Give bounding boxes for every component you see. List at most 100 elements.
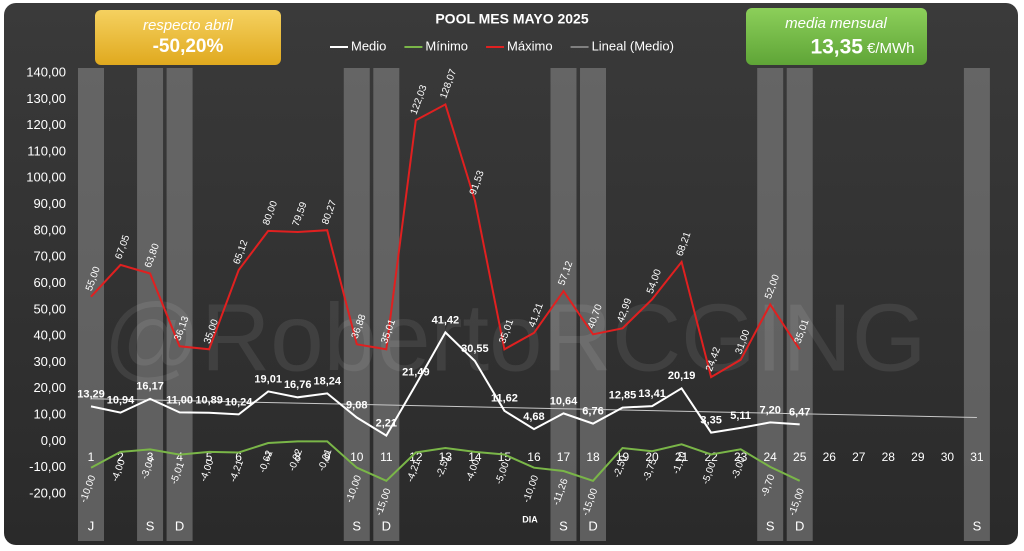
- x-tick-label: 21: [675, 450, 689, 464]
- x-tick-label: 11: [380, 450, 393, 464]
- x-tick-label: 13: [439, 450, 453, 464]
- y-tick-label: -20,00: [29, 485, 66, 500]
- data-label: 30,55: [461, 343, 489, 355]
- data-label: 3,35: [700, 414, 721, 426]
- y-tick-label: 60,00: [33, 275, 66, 290]
- series-line: [90, 102, 801, 379]
- y-tick-label: 120,00: [26, 117, 66, 132]
- x-tick-label: 19: [616, 450, 630, 464]
- legend-label: Lineal (Medio): [592, 38, 674, 53]
- data-label: 6,76: [582, 405, 603, 417]
- x-tick-label: 9: [324, 450, 331, 464]
- weekend-column: [137, 68, 164, 541]
- weekday-label: J: [88, 518, 95, 533]
- data-label: 13,41: [638, 388, 666, 400]
- x-tick-label: 27: [852, 450, 866, 464]
- y-tick-label: 80,00: [33, 222, 66, 237]
- y-tick-label: 30,00: [33, 354, 66, 369]
- x-tick-label: 4: [176, 450, 183, 464]
- weekday-label: S: [973, 518, 982, 533]
- x-tick-label: 18: [586, 450, 600, 464]
- weekend-column: [580, 68, 607, 541]
- x-tick-label: 2: [117, 450, 124, 464]
- data-label: 2,21: [376, 417, 397, 429]
- data-label: 10,94: [107, 394, 135, 406]
- y-tick-label: 0,00: [41, 433, 66, 448]
- legend-label: Máximo: [507, 38, 553, 53]
- data-label: 5,11: [730, 410, 751, 422]
- x-tick-label: 8: [294, 450, 301, 464]
- data-label: 6,47: [789, 406, 810, 418]
- y-tick-label: 130,00: [26, 91, 66, 106]
- annotation-value: -50,20%: [153, 36, 224, 57]
- y-tick-label: 110,00: [27, 143, 66, 158]
- data-label: 4,68: [523, 411, 544, 423]
- weekday-label: D: [175, 518, 184, 533]
- data-label: 12,85: [609, 389, 637, 401]
- weekend-column: [78, 68, 104, 541]
- x-tick-label: 31: [970, 450, 984, 464]
- data-label: 11,00: [166, 394, 193, 406]
- series-line: [90, 440, 801, 482]
- data-label: 11,62: [491, 393, 518, 405]
- y-tick-label: 40,00: [33, 328, 66, 343]
- x-tick-label: 3: [147, 450, 154, 464]
- x-tick-label: 17: [557, 450, 571, 464]
- x-axis-label: DIA: [522, 514, 538, 524]
- x-tick-label: 29: [911, 450, 925, 464]
- annotation-unit: €/MWh: [867, 40, 915, 57]
- weekend-column: [963, 68, 990, 541]
- x-tick-label: 30: [941, 450, 955, 464]
- x-tick-label: 10: [350, 450, 364, 464]
- x-tick-label: 25: [793, 450, 807, 464]
- series-line: [90, 330, 800, 437]
- weekend-column: [343, 68, 370, 541]
- data-label: 9,08: [346, 399, 367, 411]
- y-tick-label: 70,00: [33, 249, 66, 264]
- data-label: 10,24: [225, 396, 253, 408]
- weekday-label: D: [795, 518, 804, 533]
- x-tick-label: 12: [409, 450, 423, 464]
- trend-line: [90, 398, 977, 419]
- x-tick-label: 7: [265, 450, 272, 464]
- weekday-label: S: [766, 518, 775, 533]
- data-label: 16,76: [284, 379, 312, 391]
- weekend-column: [166, 68, 193, 541]
- x-tick-label: 14: [468, 450, 482, 464]
- data-label: 41,42: [432, 314, 460, 326]
- x-tick-label: 1: [88, 450, 95, 464]
- data-label: 10,89: [195, 395, 223, 407]
- annotation-box: [746, 8, 927, 65]
- legend-label: Mínimo: [425, 38, 468, 53]
- weekend-column: [373, 68, 400, 541]
- x-tick-label: 6: [235, 450, 242, 464]
- x-tick-label: 28: [882, 450, 896, 464]
- annotation-title: respecto abril: [143, 17, 234, 34]
- x-tick-label: 20: [645, 450, 659, 464]
- weekday-label: D: [382, 518, 391, 533]
- x-tick-label: 5: [206, 450, 213, 464]
- data-label: 16,17: [136, 381, 164, 393]
- weekend-column: [786, 68, 813, 541]
- data-label: 10,64: [550, 395, 578, 407]
- chart-title: POOL MES MAYO 2025: [435, 11, 588, 27]
- x-tick-label: 24: [764, 450, 778, 464]
- x-tick-label: 23: [734, 450, 748, 464]
- annotation-title: media mensual: [785, 15, 887, 32]
- data-label: 7,20: [759, 404, 780, 416]
- weekday-label: S: [146, 518, 155, 533]
- annotation-value: 13,35: [810, 36, 863, 59]
- y-tick-label: 50,00: [33, 301, 66, 316]
- data-label: 21,49: [402, 367, 430, 379]
- data-label: 19,01: [254, 373, 282, 385]
- data-label: 20,19: [668, 370, 696, 382]
- x-tick-label: 26: [823, 450, 837, 464]
- y-tick-label: 90,00: [33, 196, 66, 211]
- x-tick-label: 16: [527, 450, 541, 464]
- data-label: 13,29: [77, 388, 105, 400]
- legend-label: Medio: [351, 38, 386, 53]
- weekday-label: D: [588, 518, 597, 533]
- y-tick-label: 10,00: [33, 407, 66, 422]
- y-tick-label: 20,00: [33, 380, 66, 395]
- weekday-label: S: [352, 518, 361, 533]
